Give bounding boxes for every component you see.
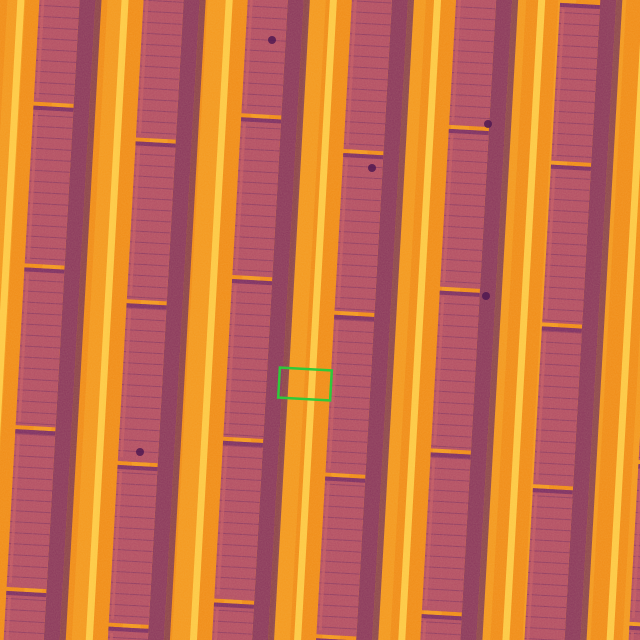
detection-overlay: [276, 366, 334, 402]
thermal-spot: [484, 120, 492, 128]
thermal-spot: [482, 292, 490, 300]
detection-box: [276, 366, 334, 402]
thermal-spot: [368, 164, 376, 172]
thermal-spot: [136, 448, 144, 456]
thermal-spot: [268, 36, 276, 44]
